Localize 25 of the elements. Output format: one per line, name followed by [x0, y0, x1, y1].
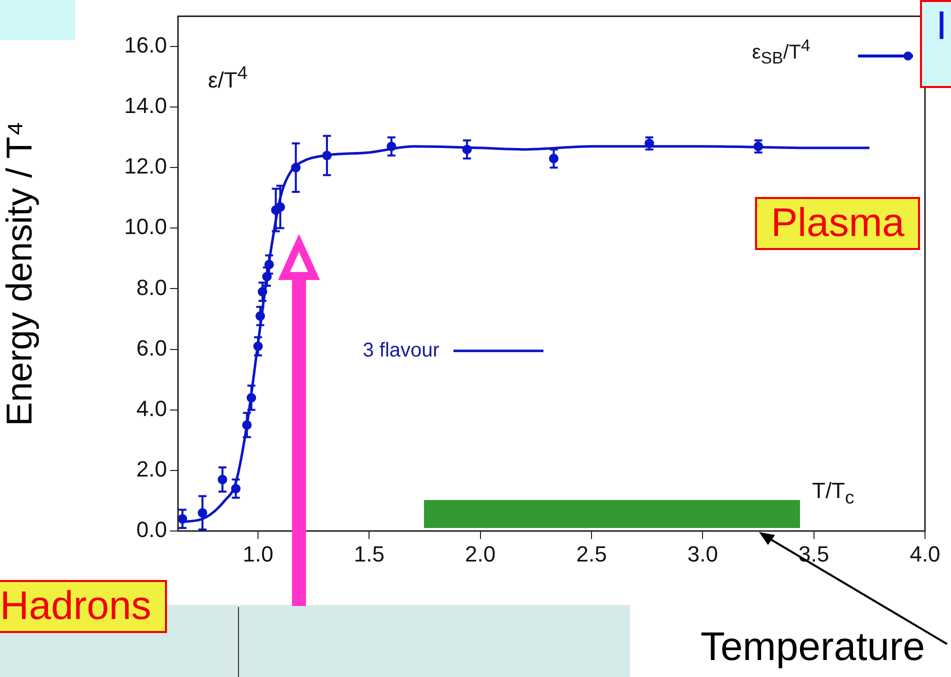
x-tick-label: 3.5	[798, 541, 830, 566]
annotation: T/T$_{c}$	[812, 478, 854, 508]
y-axis-title: Energy density / T⁴	[0, 121, 40, 426]
y-tick-label: 8.0	[136, 274, 167, 300]
y-tick-label: 4.0	[136, 396, 167, 421]
y-tick-label: 6.0	[136, 335, 167, 360]
x-tick-label: 2.5	[576, 541, 607, 566]
legend-label: 3 flavour	[362, 339, 440, 362]
y-tick-label: 16.0	[124, 32, 167, 58]
y-tick-label: 12.0	[124, 154, 167, 179]
y-tick-label: 2.0	[136, 456, 167, 482]
x-tick-label: 2.0	[465, 541, 496, 566]
x-tick-label: 1.0	[242, 541, 274, 566]
x-axis-title: Temperature	[700, 625, 925, 670]
annotation: ε$_{SB}$/T$^{4}$	[752, 36, 810, 69]
annotation: ε/T$^{4}$	[208, 62, 248, 94]
y-tick-label: 0.0	[136, 517, 167, 542]
x-tick-label: 4.0	[910, 541, 940, 566]
text: I	[920, 0, 951, 88]
text: Hadrons	[0, 580, 168, 633]
x-tick-label: 1.5	[354, 541, 384, 566]
x-tick-label: 3.0	[687, 541, 718, 566]
y-tick-label: 10.0	[124, 214, 167, 240]
y-tick-label: 14.0	[124, 93, 167, 118]
annotation: Plasma	[755, 197, 920, 250]
